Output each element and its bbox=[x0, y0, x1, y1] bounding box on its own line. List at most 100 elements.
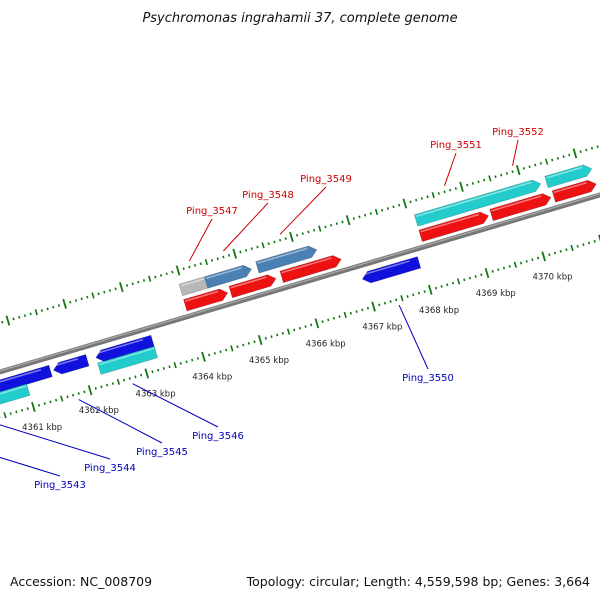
topology-text: Topology: circular; Length: 4,559,598 bp… bbox=[246, 574, 590, 589]
gene-leader-line bbox=[188, 218, 213, 262]
inner-tick bbox=[474, 275, 477, 278]
outer-tick bbox=[318, 225, 322, 232]
inner-tick bbox=[242, 343, 245, 347]
inner-tick bbox=[293, 328, 296, 332]
outer-tick bbox=[488, 175, 492, 182]
outer-tick bbox=[386, 207, 389, 210]
gene-label-ping_3547: Ping_3547 bbox=[186, 206, 238, 217]
outer-tick bbox=[239, 250, 242, 254]
gene-leader-line bbox=[398, 304, 429, 370]
inner-tick bbox=[157, 368, 160, 372]
outer-tick bbox=[551, 158, 554, 162]
feature-highlight bbox=[98, 347, 154, 366]
feature-highlight bbox=[553, 181, 587, 194]
gene-label-ping_3549: Ping_3549 bbox=[300, 174, 352, 185]
gene-label-ping_3544: Ping_3544 bbox=[84, 463, 136, 474]
feature-tracks bbox=[0, 164, 597, 405]
outer-tick bbox=[443, 190, 446, 194]
inner-tick bbox=[134, 375, 137, 379]
outer-tick bbox=[97, 292, 100, 296]
inner-tick bbox=[26, 407, 29, 410]
scale-label-4363: 4363 kbp bbox=[136, 389, 176, 399]
outer-tick bbox=[494, 175, 497, 179]
feature-highlight bbox=[420, 213, 480, 233]
outer-tick bbox=[556, 156, 560, 160]
outer-tick bbox=[108, 289, 112, 292]
outer-tick bbox=[165, 272, 168, 276]
outer-tick bbox=[5, 315, 11, 326]
outer-tick bbox=[175, 265, 181, 276]
feature-red bbox=[418, 211, 490, 242]
outer-tick bbox=[171, 270, 174, 274]
outer-tick bbox=[345, 215, 351, 226]
gene-label-ping_3548: Ping_3548 bbox=[242, 190, 294, 201]
inner-tick bbox=[406, 295, 409, 298]
inner-tick bbox=[548, 253, 551, 257]
feature-cyan bbox=[97, 345, 158, 375]
scale-label-4366: 4366 kbp bbox=[306, 339, 346, 349]
outer-tick bbox=[381, 208, 384, 212]
scale-label-4367: 4367 kbp bbox=[362, 323, 402, 333]
outer-tick bbox=[86, 295, 89, 299]
inner-tick bbox=[400, 295, 404, 302]
outer-tick bbox=[62, 298, 67, 309]
inner-tick bbox=[276, 333, 279, 337]
feature-highlight bbox=[281, 257, 332, 274]
feature-red bbox=[551, 179, 597, 203]
inner-tick bbox=[270, 335, 273, 339]
inner-tick bbox=[502, 266, 506, 270]
outer-tick bbox=[57, 304, 61, 307]
inner-tick bbox=[349, 311, 353, 315]
inner-tick bbox=[20, 408, 24, 412]
outer-tick bbox=[301, 232, 304, 235]
inner-tick bbox=[428, 284, 433, 295]
gene-leader-line bbox=[78, 399, 163, 444]
scale-labels: 4361 kbp 4362 kbp 4363 kbp 4364 kbp 4365 kbp… bbox=[22, 272, 572, 433]
inner-tick bbox=[361, 308, 364, 312]
outer-tick bbox=[142, 279, 146, 282]
inner-tick bbox=[151, 370, 154, 374]
inner-tick bbox=[463, 278, 466, 282]
outer-tick bbox=[483, 178, 486, 182]
outer-tick bbox=[596, 145, 599, 149]
outer-tick bbox=[544, 158, 549, 165]
inner-tick bbox=[378, 303, 381, 307]
feature-highlight bbox=[362, 260, 410, 276]
inner-tick bbox=[355, 310, 358, 313]
gene-leader-line bbox=[444, 152, 457, 186]
outer-tick bbox=[352, 217, 355, 220]
inner-tick bbox=[536, 256, 540, 260]
gene-label-ping_3552: Ping_3552 bbox=[492, 127, 544, 138]
outer-tick bbox=[572, 148, 578, 159]
feature-highlight bbox=[53, 358, 78, 367]
outer-tick bbox=[148, 275, 152, 282]
outer-tick bbox=[500, 173, 503, 177]
inner-tick bbox=[168, 365, 171, 369]
gene-leader-line bbox=[512, 139, 519, 166]
feature-red bbox=[489, 193, 552, 222]
outer-tick bbox=[222, 255, 225, 259]
inner-tick bbox=[111, 382, 114, 385]
scale-label-4369: 4369 kbp bbox=[476, 289, 516, 299]
inner-tick bbox=[281, 331, 284, 335]
inner-tick bbox=[525, 260, 528, 263]
inner-tick bbox=[219, 350, 222, 354]
inner-scale-ticks bbox=[0, 234, 600, 419]
outer-tick bbox=[409, 200, 412, 204]
feature-highlight bbox=[491, 195, 542, 212]
feature-cyan bbox=[413, 179, 542, 227]
feature-highlight bbox=[206, 266, 243, 279]
inner-tick bbox=[87, 385, 93, 396]
outer-tick bbox=[335, 222, 338, 225]
inner-tick bbox=[553, 251, 557, 255]
inner-tick bbox=[587, 241, 591, 245]
scale-label-4368: 4368 kbp bbox=[419, 306, 459, 316]
gene-leader-line bbox=[0, 424, 111, 460]
outer-tick bbox=[74, 299, 78, 302]
feature-highlight bbox=[230, 276, 267, 289]
inner-tick bbox=[213, 352, 216, 355]
outer-tick bbox=[1, 320, 4, 324]
outer-tick bbox=[244, 248, 248, 252]
inner-tick bbox=[508, 265, 511, 268]
outer-tick bbox=[449, 188, 452, 192]
